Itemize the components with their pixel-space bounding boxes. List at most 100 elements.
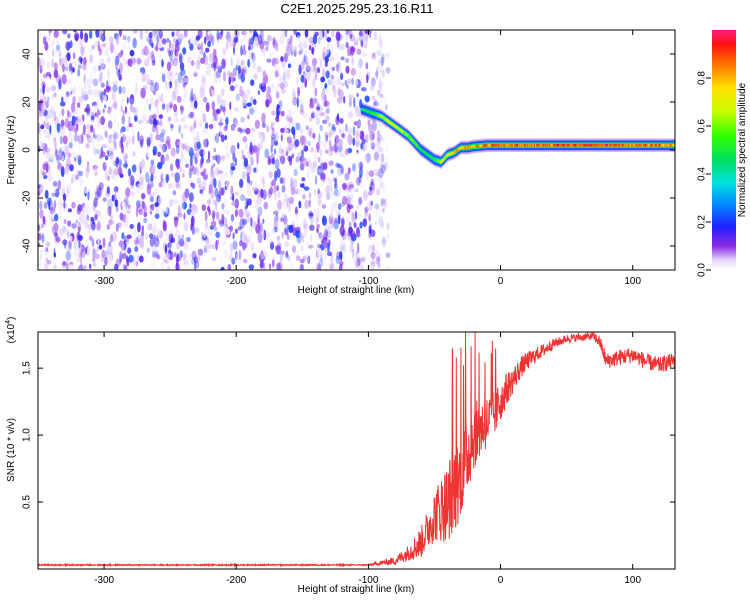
noise-blob xyxy=(52,62,58,69)
noise-blob xyxy=(316,140,321,150)
noise-blob xyxy=(104,95,107,102)
noise-blob xyxy=(65,66,69,71)
noise-blob xyxy=(278,114,282,121)
noise-blob xyxy=(250,217,253,228)
noise-blob xyxy=(207,150,211,161)
noise-blob xyxy=(97,236,100,246)
noise-blob xyxy=(150,96,154,107)
noise-blob xyxy=(293,168,298,177)
noise-blob xyxy=(343,96,346,104)
noise-blob xyxy=(360,142,363,150)
noise-blob xyxy=(151,203,155,211)
snr-y-label: SNR (10 * v/v) xyxy=(6,418,17,482)
noise-blob xyxy=(206,158,211,164)
noise-blob xyxy=(349,33,355,42)
noise-blob xyxy=(283,214,288,226)
noise-blob xyxy=(141,225,144,232)
noise-blob xyxy=(342,195,348,206)
noise-blob xyxy=(193,100,198,109)
noise-blob xyxy=(265,43,269,49)
noise-blob xyxy=(230,123,236,131)
noise-blob xyxy=(261,131,266,143)
noise-blob xyxy=(248,235,252,244)
noise-blob xyxy=(83,265,87,270)
noise-blob xyxy=(317,36,321,45)
noise-blob xyxy=(189,126,193,132)
noise-blob xyxy=(243,258,248,264)
noise-blob xyxy=(358,71,363,81)
noise-blob xyxy=(128,116,131,125)
noise-blob xyxy=(348,226,353,234)
noise-blob xyxy=(49,215,52,220)
noise-blob xyxy=(182,252,188,260)
colorbar-gradient xyxy=(712,30,736,270)
noise-blob xyxy=(270,137,276,147)
noise-blob xyxy=(298,231,303,239)
noise-blob xyxy=(191,226,197,236)
noise-blob xyxy=(132,37,137,49)
noise-blob xyxy=(334,179,337,189)
noise-blob xyxy=(105,86,111,93)
noise-blob xyxy=(62,125,67,133)
noise-blob xyxy=(308,117,313,122)
noise-blob xyxy=(273,148,277,155)
noise-blob xyxy=(168,49,172,57)
noise-blob xyxy=(337,44,341,54)
noise-blob xyxy=(356,212,362,219)
noise-blob xyxy=(193,256,198,264)
noise-blob xyxy=(363,192,366,203)
noise-blob xyxy=(145,171,150,183)
noise-blob xyxy=(182,173,185,178)
noise-blob xyxy=(114,45,117,56)
noise-blob xyxy=(226,32,232,43)
noise-blob xyxy=(341,82,345,87)
noise-blob xyxy=(278,76,285,82)
noise-blob xyxy=(133,240,139,245)
x-tick-label: 0 xyxy=(498,276,504,287)
noise-blob xyxy=(355,105,361,117)
noise-blob xyxy=(371,244,376,252)
y-tick-label: 1.0 xyxy=(22,428,33,442)
noise-blob xyxy=(291,153,295,159)
noise-blob xyxy=(312,132,316,139)
noise-blob xyxy=(74,116,78,121)
noise-blob xyxy=(56,85,60,92)
noise-blob xyxy=(381,220,385,229)
noise-blob xyxy=(59,147,62,154)
noise-blob xyxy=(234,157,237,167)
noise-blob xyxy=(95,223,102,231)
noise-blob xyxy=(153,234,156,240)
noise-blob xyxy=(105,188,111,198)
noise-blob xyxy=(168,99,172,106)
noise-blob xyxy=(109,36,114,45)
noise-blob xyxy=(231,144,237,150)
noise-blob xyxy=(283,80,289,88)
noise-blob xyxy=(316,227,319,234)
noise-blob xyxy=(224,209,230,215)
noise-blob xyxy=(296,96,299,108)
noise-blob xyxy=(139,138,144,148)
noise-blob xyxy=(296,76,299,86)
noise-blob xyxy=(190,182,194,188)
noise-blob xyxy=(348,97,352,108)
noise-blob xyxy=(45,247,49,253)
noise-blob xyxy=(311,57,318,66)
noise-blob xyxy=(158,143,164,149)
noise-blob xyxy=(62,261,66,266)
noise-blob xyxy=(163,220,167,232)
noise-blob xyxy=(381,69,385,78)
noise-blob xyxy=(378,42,381,48)
noise-blob xyxy=(167,183,173,189)
noise-blob xyxy=(185,163,189,168)
noise-blob xyxy=(161,38,167,45)
noise-blob xyxy=(94,104,98,112)
noise-blob xyxy=(374,249,378,256)
noise-blob xyxy=(302,114,308,119)
noise-blob xyxy=(327,160,334,166)
noise-blob xyxy=(378,40,384,51)
noise-blob xyxy=(150,60,154,67)
noise-blob xyxy=(151,42,154,49)
noise-blob xyxy=(189,203,192,209)
noise-blob xyxy=(40,82,44,87)
noise-blob xyxy=(41,233,45,244)
